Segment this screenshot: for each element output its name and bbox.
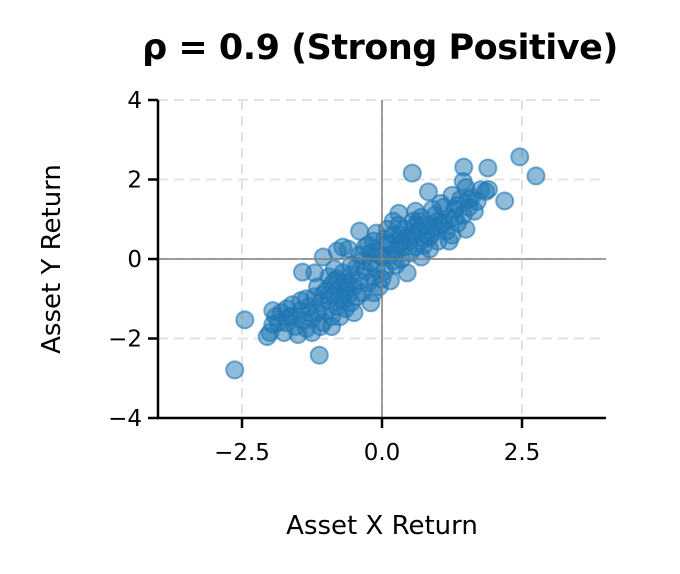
- data-point: [392, 231, 412, 251]
- y-tick-label: 2: [127, 168, 142, 194]
- data-point: [330, 307, 350, 327]
- data-point: [510, 147, 530, 167]
- chart-title: ρ = 0.9 (Strong Positive): [142, 28, 618, 68]
- data-point: [478, 158, 498, 178]
- data-point: [389, 215, 409, 235]
- data-point: [478, 179, 498, 199]
- y-tick-label: −2: [108, 327, 142, 353]
- data-point: [235, 310, 255, 330]
- data-point: [330, 289, 350, 309]
- data-point: [411, 217, 431, 237]
- data-point: [453, 171, 473, 191]
- data-point: [402, 163, 422, 183]
- data-point: [338, 273, 358, 293]
- data-point: [459, 189, 479, 209]
- data-point: [313, 285, 333, 305]
- data-point: [274, 323, 294, 343]
- x-tick-label: −2.5: [214, 440, 270, 466]
- data-point: [364, 283, 384, 303]
- data-point: [333, 237, 353, 257]
- data-point: [341, 255, 361, 275]
- y-axis-label: Asset Y Return: [37, 164, 67, 354]
- y-tick-label: 0: [127, 247, 142, 273]
- x-axis-label: Asset X Return: [286, 511, 478, 541]
- data-point: [383, 251, 403, 271]
- y-tick-label: 4: [127, 88, 142, 114]
- data-point: [456, 219, 476, 239]
- data-point: [361, 243, 381, 263]
- y-tick-label: −4: [108, 406, 142, 432]
- data-point: [257, 327, 277, 347]
- data-point: [526, 166, 546, 186]
- data-points: [225, 147, 546, 380]
- data-point: [397, 263, 417, 283]
- data-point: [263, 301, 283, 321]
- axes: −4 −2 0 2 4 −2.5 0.0 2.5: [108, 88, 606, 466]
- data-point: [418, 182, 438, 202]
- zero-lines: [158, 100, 606, 418]
- data-point: [313, 247, 333, 267]
- data-point: [291, 291, 311, 311]
- data-point: [495, 191, 515, 211]
- data-point: [309, 345, 329, 365]
- x-tick-label: 0.0: [364, 440, 401, 466]
- x-tick-label: 2.5: [504, 440, 541, 466]
- data-point: [280, 307, 300, 327]
- data-point: [225, 360, 245, 380]
- data-point: [439, 231, 459, 251]
